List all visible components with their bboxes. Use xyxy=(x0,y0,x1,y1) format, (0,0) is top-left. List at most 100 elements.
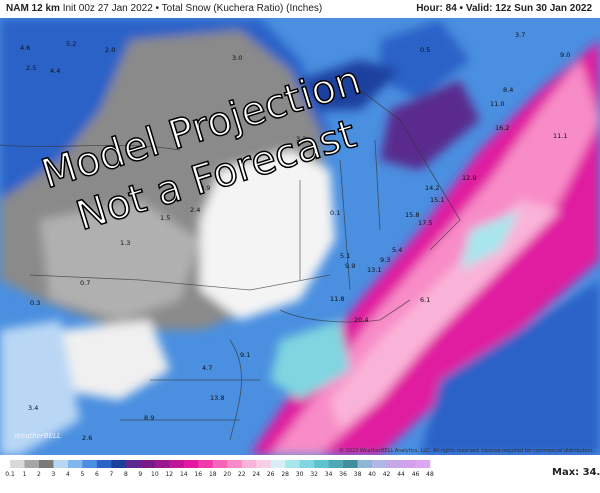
copyright: © 2022 WeatherBELL Analytics, LLC. All r… xyxy=(339,447,594,454)
legend-tick-label: 28 xyxy=(281,471,289,478)
legend-tick-label: 18 xyxy=(209,471,217,478)
legend-swatch xyxy=(299,460,315,468)
legend-swatch xyxy=(357,460,373,468)
model: NAM 12 km xyxy=(6,3,60,14)
legend-tick-label: 16 xyxy=(194,471,202,478)
legend-tick-label: 30 xyxy=(296,471,304,478)
map-label: 1.5 xyxy=(160,214,170,222)
map-label: 9.9 xyxy=(345,262,355,270)
legend-swatch xyxy=(227,460,243,468)
legend-swatch xyxy=(212,460,228,468)
max-value: Max: 34.4 xyxy=(552,467,600,478)
map-label: 3.4 xyxy=(28,404,38,412)
legend-tick-label: 26 xyxy=(267,471,275,478)
legend-tick-label: 2 xyxy=(37,471,41,478)
legend-tick-label: 48 xyxy=(426,471,434,478)
map-label: 9.3 xyxy=(380,256,390,264)
map-label: 3.0 xyxy=(232,54,242,62)
legend-swatch xyxy=(38,460,54,468)
map-label: 1.3 xyxy=(120,239,130,247)
legend-swatch xyxy=(169,460,185,468)
logo: WeatherBELL xyxy=(14,432,61,440)
map-label: 9.0 xyxy=(560,51,570,59)
map-label: 13.1 xyxy=(367,266,381,274)
legend-tick-label: 9 xyxy=(138,471,142,478)
map-label: 14.2 xyxy=(425,184,439,192)
map-label: 2.5 xyxy=(26,64,36,72)
map-label: 11.8 xyxy=(330,295,344,303)
header-left: NAM 12 km Init 00z 27 Jan 2022 • Total S… xyxy=(6,0,322,18)
legend-tick-label: 8 xyxy=(124,471,128,478)
map-label: 17.5 xyxy=(418,219,432,227)
legend-tick-label: 20 xyxy=(223,471,231,478)
legend-tick-label: 4 xyxy=(66,471,70,478)
map-label: 0.1 xyxy=(330,209,340,217)
map-label: 0.3 xyxy=(30,299,40,307)
legend-swatch xyxy=(154,460,170,468)
legend-swatch xyxy=(241,460,257,468)
legend-swatch xyxy=(125,460,141,468)
map-label: 2.0 xyxy=(105,46,115,54)
map-label: 3.2 xyxy=(296,135,306,143)
legend-swatch xyxy=(111,460,127,468)
map-label: 4.4 xyxy=(50,67,60,75)
legend-swatch xyxy=(372,460,387,468)
legend-tick-label: 32 xyxy=(310,471,318,478)
legend-swatch xyxy=(183,460,199,468)
map-label: 0.7 xyxy=(80,279,90,287)
legend-tick-label: 12 xyxy=(165,471,173,478)
map-label: 13.8 xyxy=(210,394,224,402)
description: Init 00z 27 Jan 2022 • Total Snow (Kuche… xyxy=(62,3,323,14)
legend-swatch xyxy=(96,460,112,468)
legend-swatch xyxy=(328,460,344,468)
map-label: 5.4 xyxy=(392,246,402,254)
map-label: 15.8 xyxy=(405,211,419,219)
legend-swatch xyxy=(24,460,40,468)
legend: 0.1 1 2 3 4 5 6 7 8 9 10 12 14 16 18 20 22 24 26 28 30 32 34 36… xyxy=(5,460,434,478)
map-label: 5.1 xyxy=(340,252,350,260)
map-label: 5.2 xyxy=(66,40,76,48)
map-label: 11.1 xyxy=(553,132,567,140)
valid-time: Hour: 84 • Valid: 12z Sun 30 Jan 2022 xyxy=(416,3,592,14)
legend-tick-label: 38 xyxy=(354,471,362,478)
legend-tick-label: 3 xyxy=(52,471,56,478)
map-label: 0.9 xyxy=(200,184,210,192)
legend-swatch xyxy=(270,460,286,468)
legend-tick-label: 0.1 xyxy=(5,471,15,478)
legend-tick-label: 42 xyxy=(383,471,391,478)
legend-tick-label: 5 xyxy=(80,471,84,478)
legend-tick-label: 22 xyxy=(238,471,246,478)
map-label: 16.2 xyxy=(495,124,509,132)
boundaries xyxy=(0,89,461,441)
legend-swatch xyxy=(82,460,98,468)
legend-swatch xyxy=(53,460,69,468)
map-label: 8.4 xyxy=(503,86,513,94)
map-label: 3.7 xyxy=(515,31,525,39)
legend-tick-label: 10 xyxy=(151,471,159,478)
legend-tick-label: 1 xyxy=(23,471,27,478)
legend-swatch xyxy=(314,460,329,468)
map-label: 20.4 xyxy=(354,316,368,324)
map-label: 15.1 xyxy=(430,196,444,204)
legend-swatch xyxy=(401,460,416,468)
map-label: 0.5 xyxy=(420,46,430,54)
legend-tick-label: 24 xyxy=(252,471,260,478)
legend-swatch xyxy=(10,460,25,468)
legend-swatch xyxy=(415,460,431,468)
legend-tick-label: 46 xyxy=(412,471,420,478)
legend-tick-label: 34 xyxy=(325,471,333,478)
map-labels: 4.6 5.2 2.5 4.4 3.0 2.0 0.5 3.7 9.0 8.4 11.0 16.2 11… xyxy=(20,31,570,442)
map-label: 6.1 xyxy=(420,296,430,304)
map-label: 12.9 xyxy=(462,174,476,182)
snowfall-field xyxy=(0,18,600,455)
legend-tick-label: 40 xyxy=(368,471,376,478)
legend-tick-label: 7 xyxy=(109,471,113,478)
map-label: 4.7 xyxy=(202,364,212,372)
legend-tick-label: 36 xyxy=(339,471,347,478)
legend-tick-label: 44 xyxy=(397,471,405,478)
legend-tick-label: 14 xyxy=(180,471,188,478)
map-label: 2.6 xyxy=(82,434,92,442)
legend-swatch xyxy=(285,460,300,468)
